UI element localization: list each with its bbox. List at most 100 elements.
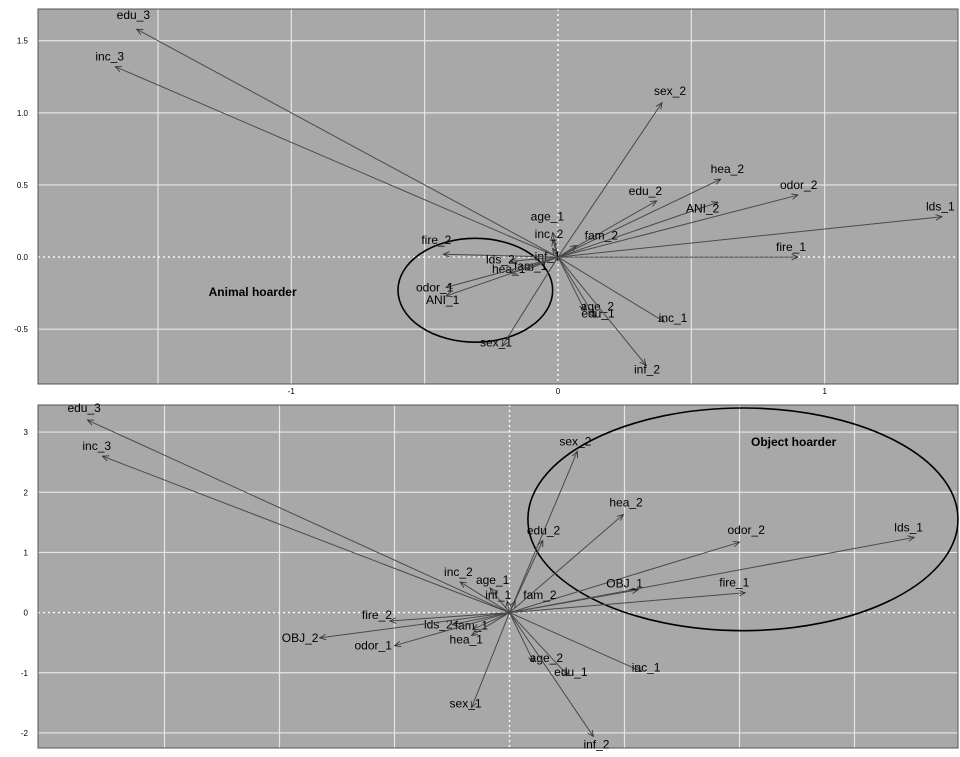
- vector-label-edu_2: edu_2: [629, 184, 663, 198]
- vector-label-fire_2: fire_2: [421, 233, 451, 247]
- vector-fire_1: [509, 593, 746, 614]
- y-tick-label: 0.5: [17, 181, 29, 190]
- vector-inc_2: [460, 582, 510, 614]
- vector-ANI_2: [557, 202, 718, 258]
- vector-label-ANI_1: ANI_1: [426, 293, 460, 307]
- vector-odor_2: [557, 195, 798, 258]
- vector-label-edu_3: edu_3: [67, 401, 101, 415]
- vector-label-inf_2: inf_2: [583, 738, 609, 752]
- y-tick-label: 2: [24, 488, 29, 497]
- vector-label-sex_2: sex_2: [559, 434, 591, 448]
- vector-label-age_2: age_2: [581, 299, 615, 313]
- vector-OBJ_2: [320, 612, 510, 638]
- vector-inc_1: [557, 256, 665, 322]
- vector-label-edu_1: edu_1: [554, 665, 588, 679]
- vector-hea_2: [557, 178, 721, 258]
- vector-label-age_1: age_1: [531, 210, 565, 224]
- y-tick-label: -2: [21, 729, 29, 738]
- y-tick-label: 0.0: [17, 253, 29, 262]
- vector-hea_2: [509, 515, 624, 613]
- group-ellipse: [397, 237, 554, 343]
- vector-label-hea_1: hea_1: [450, 632, 484, 646]
- vector-inf_2: [557, 256, 646, 365]
- vector-inc_3: [115, 67, 559, 258]
- vector-label-fire_1: fire_1: [776, 240, 806, 254]
- vector-label-sex_1: sex_1: [480, 336, 512, 350]
- y-tick-label: -0.5: [14, 325, 28, 334]
- vector-fam_1: [473, 612, 510, 630]
- vector-label-fam_1: fam_1: [455, 618, 489, 632]
- y-tick-label: 1: [24, 548, 29, 557]
- vector-label-lds_2: lds_2: [424, 618, 453, 632]
- vector-age_2: [509, 612, 534, 662]
- vector-lds_2: [452, 612, 510, 625]
- vector-label-sex_2: sex_2: [654, 84, 686, 98]
- vector-sex_1: [502, 256, 559, 346]
- vector-fire_2: [390, 612, 510, 621]
- vector-age_1: [490, 588, 510, 613]
- group-ellipse: [527, 407, 959, 632]
- vector-fam_2: [557, 246, 577, 258]
- vector-label-odor_2: odor_2: [780, 178, 818, 192]
- vector-inc_3: [102, 456, 510, 614]
- vector-label-edu_3: edu_3: [117, 8, 151, 22]
- group-annotation: Object hoarder: [751, 435, 837, 449]
- vector-label-sex_1: sex_1: [450, 697, 482, 711]
- vector-edu_1: [509, 612, 569, 676]
- vector-ANI_1: [446, 256, 559, 296]
- vector-label-OBJ_2: OBJ_2: [282, 631, 319, 645]
- vector-edu_1: [557, 256, 595, 318]
- vector-label-inf_2: inf_2: [634, 362, 660, 376]
- vector-edu_3: [137, 29, 559, 258]
- y-tick-label: -1: [21, 669, 29, 678]
- vector-label-edu_1: edu_1: [581, 307, 615, 321]
- vector-sex_2: [509, 451, 578, 613]
- vector-label-lds_2: lds_2: [486, 252, 515, 266]
- plot-background: [38, 405, 958, 748]
- vector-odor_1: [446, 256, 559, 287]
- vector-sex_1: [472, 612, 510, 708]
- vector-label-odor_1: odor_1: [355, 639, 393, 653]
- vector-label-ANI_2: ANI_2: [686, 201, 720, 215]
- vector-odor_1: [395, 612, 510, 646]
- vector-fire_2: [443, 254, 559, 258]
- x-tick-label: -1: [288, 387, 296, 396]
- plot-frame: [37, 404, 959, 749]
- vector-inf_1: [507, 601, 509, 613]
- x-tick-label: 1: [822, 387, 827, 396]
- biplot-panel-animal: -0.5 0.0 0.5 1.0 1.5 -1 0 1 edu_3 inc_3 sex_2 hea_2…: [14, 8, 959, 396]
- vector-lds_1: [557, 217, 942, 258]
- vector-label-lds_1: lds_1: [926, 200, 955, 214]
- vector-label-inc_1: inc_1: [659, 311, 688, 325]
- vector-hea_1: [472, 612, 510, 636]
- vector-fam_2: [509, 601, 516, 613]
- vector-label-inc_2: inc_2: [535, 227, 564, 241]
- plot-background: [38, 9, 958, 384]
- vector-inf_1: [553, 248, 558, 258]
- vector-label-fam_2: fam_2: [523, 588, 557, 602]
- group-annotation: Animal hoarder: [209, 285, 297, 299]
- vector-label-inc_3: inc_3: [95, 50, 124, 64]
- x-tick-label: 0: [556, 387, 561, 396]
- vector-label-fire_2: fire_2: [362, 608, 392, 622]
- vector-label-odor_1: odor_1: [416, 280, 454, 294]
- vector-inc_1: [509, 612, 642, 673]
- vector-sex_2: [557, 103, 662, 258]
- y-tick-label: 3: [24, 428, 29, 437]
- vector-lds_2: [510, 256, 559, 261]
- vector-odor_2: [509, 542, 740, 614]
- y-tick-label: 1.5: [17, 37, 29, 46]
- vector-label-age_1: age_1: [476, 573, 510, 587]
- vector-label-fam_2: fam_2: [585, 229, 619, 243]
- vector-OBJ_1: [509, 590, 639, 614]
- vector-lds_1: [509, 537, 915, 614]
- y-tick-label: 0: [24, 609, 29, 618]
- vector-label-lds_1: lds_1: [894, 520, 923, 534]
- vector-inf_2: [509, 612, 594, 737]
- vector-label-inf_1: inf_1: [485, 588, 511, 602]
- vector-label-edu_2: edu_2: [527, 523, 561, 537]
- plot-frame: [37, 8, 959, 385]
- vector-label-odor_2: odor_2: [728, 523, 766, 537]
